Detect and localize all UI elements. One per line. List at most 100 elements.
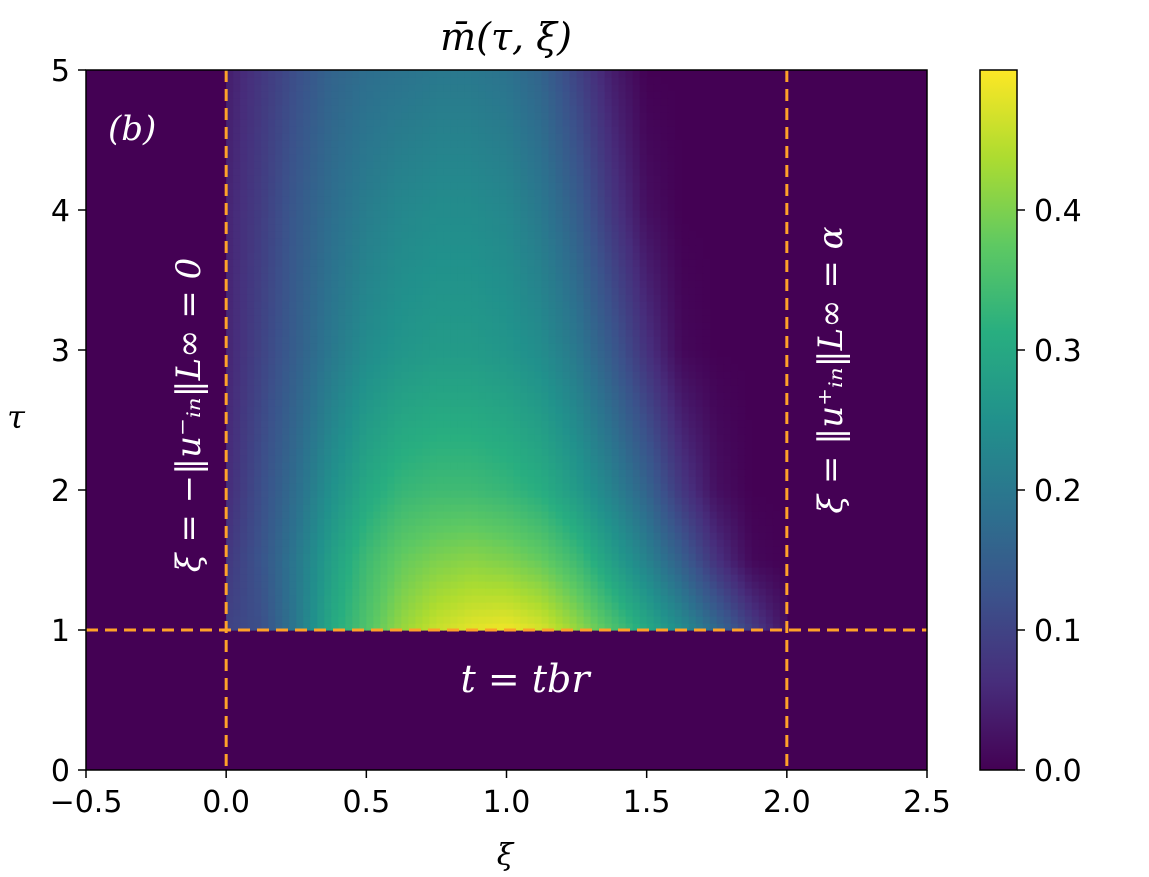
heatmap-cell — [443, 413, 452, 421]
heatmap-cell — [366, 616, 374, 624]
heatmap-cell — [415, 476, 423, 484]
heatmap-cell — [653, 168, 662, 176]
heatmap-cell — [506, 280, 515, 288]
heatmap-cell — [520, 504, 529, 512]
heatmap-cell — [597, 497, 606, 505]
heatmap-cell — [492, 175, 501, 183]
heatmap-cell — [674, 609, 683, 617]
heatmap-cell — [338, 609, 346, 617]
heatmap-cell — [457, 420, 466, 428]
heatmap-cell — [541, 357, 550, 365]
heatmap-cell — [471, 280, 480, 288]
heatmap-cell — [660, 553, 669, 561]
heatmap-cell — [604, 315, 613, 323]
heatmap-cell — [548, 287, 557, 295]
heatmap-cell — [639, 476, 648, 484]
heatmap-cell — [583, 322, 592, 330]
heatmap-cell — [457, 560, 466, 568]
heatmap-cell — [373, 448, 381, 456]
heatmap-cell — [443, 378, 452, 386]
heatmap-cell — [338, 154, 346, 162]
heatmap-cell — [667, 511, 676, 519]
heatmap-cell — [772, 574, 781, 582]
heatmap-cell — [660, 427, 669, 435]
heatmap-cell — [450, 595, 459, 603]
heatmap-cell — [520, 350, 529, 358]
heatmap-cell — [555, 441, 564, 449]
heatmap-cell — [625, 161, 634, 169]
heatmap-cell — [555, 287, 564, 295]
heatmap-cell — [331, 238, 339, 246]
heatmap-cell — [583, 469, 592, 477]
heatmap-cell — [247, 406, 255, 414]
heatmap-cell — [681, 350, 690, 358]
heatmap-cell — [632, 378, 641, 386]
heatmap-cell — [723, 574, 732, 582]
heatmap-cell — [443, 168, 452, 176]
heatmap-cell — [646, 357, 655, 365]
heatmap-cell — [618, 413, 627, 421]
heatmap-cell — [520, 553, 529, 561]
heatmap-cell — [338, 287, 346, 295]
heatmap-cell — [310, 546, 318, 554]
heatmap-cell — [289, 378, 297, 386]
heatmap-cell — [366, 224, 374, 232]
heatmap-cell — [450, 175, 459, 183]
heatmap-cell — [492, 497, 501, 505]
heatmap-cell — [604, 273, 613, 281]
heatmap-cell — [240, 399, 248, 407]
heatmap-cell — [709, 567, 718, 575]
heatmap-cell — [548, 252, 557, 260]
heatmap-cell — [415, 357, 423, 365]
heatmap-cell — [492, 448, 501, 456]
heatmap-cell — [513, 168, 522, 176]
heatmap-cell — [226, 490, 234, 498]
heatmap-cell — [359, 385, 367, 393]
heatmap-cell — [513, 231, 522, 239]
heatmap-cell — [548, 553, 557, 561]
heatmap-cell — [478, 574, 487, 582]
heatmap-cell — [394, 490, 402, 498]
heatmap-cell — [639, 280, 648, 288]
heatmap-cell — [527, 210, 536, 218]
heatmap-cell — [233, 336, 241, 344]
heatmap-cell — [695, 539, 704, 547]
heatmap-cell — [268, 602, 276, 610]
heatmap-cell — [632, 567, 641, 575]
heatmap-cell — [254, 147, 262, 155]
heatmap-cell — [562, 595, 571, 603]
heatmap-cell — [625, 329, 634, 337]
heatmap-cell — [254, 371, 262, 379]
heatmap-cell — [569, 560, 578, 568]
heatmap-cell — [310, 609, 318, 617]
heatmap-cell — [520, 238, 529, 246]
heatmap-cell — [345, 210, 353, 218]
heatmap-cell — [352, 497, 360, 505]
heatmap-cell — [345, 595, 353, 603]
heatmap-cell — [303, 385, 311, 393]
heatmap-cell — [296, 329, 304, 337]
heatmap-cell — [499, 154, 508, 162]
heatmap-cell — [247, 378, 255, 386]
heatmap-cell — [380, 203, 388, 211]
heatmap-cell — [471, 469, 480, 477]
heatmap-cell — [485, 532, 494, 540]
heatmap-cell — [541, 434, 550, 442]
heatmap-cell — [240, 378, 248, 386]
heatmap-cell — [352, 469, 360, 477]
heatmap-cell — [625, 609, 634, 617]
heatmap-cell — [499, 217, 508, 225]
heatmap-cell — [506, 602, 515, 610]
heatmap-cell — [604, 511, 613, 519]
heatmap-cell — [380, 252, 388, 260]
heatmap-cell — [352, 308, 360, 316]
heatmap-cell — [583, 182, 592, 190]
heatmap-cell — [506, 273, 515, 281]
heatmap-cell — [688, 420, 697, 428]
heatmap-cell — [303, 315, 311, 323]
heatmap-cell — [590, 203, 599, 211]
heatmap-cell — [618, 588, 627, 596]
heatmap-cell — [387, 280, 395, 288]
heatmap-cell — [674, 294, 683, 302]
heatmap-cell — [317, 238, 325, 246]
